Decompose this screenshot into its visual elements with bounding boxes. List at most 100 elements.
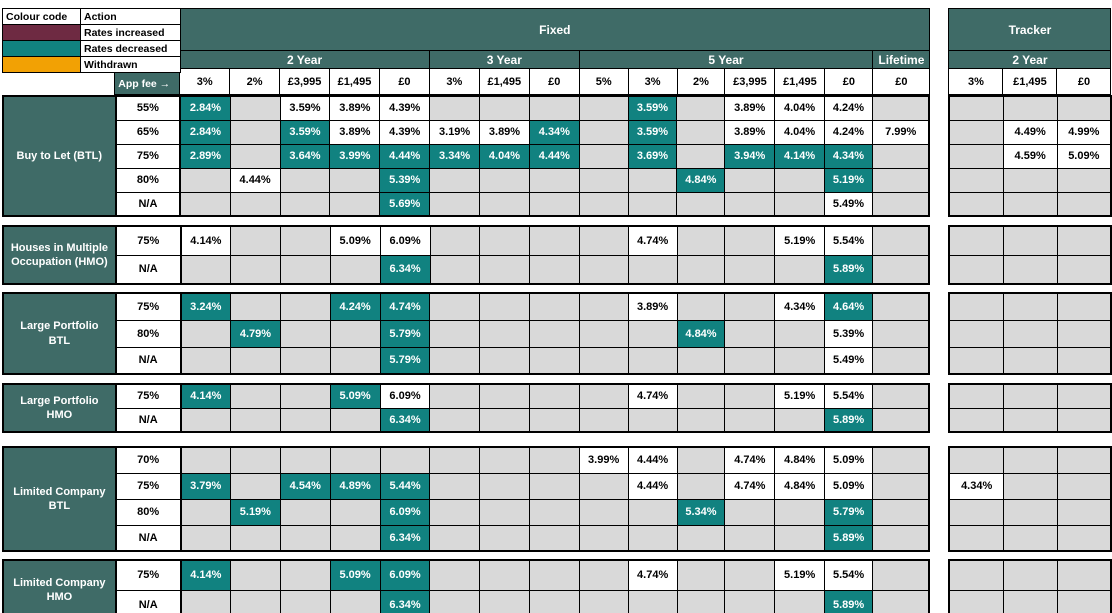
empty-cell [1002, 225, 1058, 256]
empty-cell [1056, 407, 1112, 433]
empty-cell [872, 524, 930, 552]
rate-cell-decreased: 4.84% [676, 167, 726, 193]
legend-action-label: Rates decreased [80, 40, 181, 57]
empty-cell [528, 191, 580, 217]
empty-cell [329, 589, 381, 613]
rate-cell-decreased: 4.44% [379, 143, 431, 169]
fixed-rates-column: Fixed 2 Year 3 Year 5 Year Lifetime App fee →… [2, 8, 931, 613]
header-spacer [2, 68, 115, 95]
fee-column-header: £1,495 [329, 68, 380, 95]
empty-cell [279, 167, 331, 193]
rate-cell: 4.74% [724, 446, 776, 474]
rate-cell-decreased: 6.09% [379, 498, 431, 526]
empty-cell [479, 292, 531, 321]
empty-cell [1002, 191, 1058, 217]
rate-cell-decreased: 5.79% [379, 319, 431, 348]
empty-cell [676, 446, 726, 474]
rates-section-table: Buy to Let (BTL) 55% 2.84% 3.59% 3.89% 4.39% 3… [2, 95, 931, 217]
table-row: 75% 3.79% 4.54% 4.89% 5.44% 4.44% 4.74% 4.84% 5.… [3, 472, 930, 500]
empty-cell [676, 119, 726, 145]
ltv-cell: 55% [115, 95, 182, 121]
empty-cell [1056, 589, 1112, 613]
rate-cell: 3.89% [627, 292, 678, 321]
empty-cell [479, 95, 530, 121]
empty-cell [578, 498, 629, 526]
fee-column-header: £3,995 [279, 68, 331, 95]
rate-cell: 4.74% [627, 383, 678, 409]
table-row: 80% 5.19% 6.09% 5.34% 5.79% [3, 498, 930, 526]
empty-cell [676, 589, 726, 613]
empty-cell [229, 119, 281, 145]
rate-cell: 5.54% [824, 559, 874, 591]
rate-cell-decreased: 2.84% [179, 95, 231, 121]
empty-cell [578, 319, 629, 348]
rate-cell: 4.59% [1002, 143, 1058, 169]
table-row: 75% 2.89% 3.64% 3.99% 4.44% 3.34% 4.04% 4.44% 3.… [3, 143, 930, 169]
rate-cell: 5.49% [824, 191, 873, 217]
empty-cell [529, 292, 580, 321]
rate-cell-decreased: 5.44% [379, 472, 431, 500]
empty-cell [279, 524, 331, 552]
app-fee-label: App fee → [114, 68, 181, 95]
section-label: Limited Company HMO [2, 559, 117, 613]
empty-cell [229, 446, 281, 474]
empty-cell [872, 383, 930, 409]
table-row: 65% 2.84% 3.59% 3.89% 4.39% 3.19% 3.89% 4.34% 3.… [3, 119, 930, 145]
empty-cell [1002, 472, 1058, 500]
rate-cell: 4.14% [180, 225, 232, 256]
empty-cell [676, 472, 726, 500]
table-row: 80% 4.44% 5.39% 4.84% 5.19% [3, 167, 930, 193]
table-row: 4.59% 5.09% [948, 143, 1112, 169]
empty-cell [578, 143, 629, 169]
rate-cell-decreased: 6.34% [379, 589, 431, 613]
empty-cell [872, 407, 930, 433]
empty-cell [429, 319, 481, 348]
rate-cell: 3.89% [479, 119, 530, 145]
rate-cell-decreased: 5.89% [824, 407, 874, 433]
empty-cell [1002, 559, 1058, 591]
empty-cell [528, 524, 580, 552]
tracker-section-table [948, 559, 1112, 613]
ltv-cell: N/A [115, 191, 182, 217]
table-row: Buy to Let (BTL) 55% 2.84% 3.59% 3.89% 4.39% 3… [2, 95, 930, 217]
rate-cell: 3.99% [578, 446, 629, 474]
table-row [948, 225, 1112, 256]
ltv-cell: 75% [115, 383, 182, 409]
rate-cell-decreased: 3.24% [180, 292, 231, 321]
empty-cell [529, 319, 580, 348]
empty-cell [774, 589, 826, 613]
rate-cell: 4.99% [1056, 119, 1112, 145]
ltv-cell: 75% [115, 225, 182, 256]
empty-cell [676, 191, 726, 217]
empty-cell [230, 225, 281, 256]
fee-column-header: £3,995 [724, 68, 776, 95]
empty-cell [279, 319, 331, 348]
empty-cell [279, 407, 331, 433]
empty-cell [676, 346, 726, 375]
empty-cell [279, 559, 331, 591]
legend-action-header: Action [80, 8, 181, 25]
empty-cell [1056, 559, 1112, 591]
fixed-band-label: Fixed [179, 8, 931, 51]
rate-cell: 3.89% [724, 119, 776, 145]
table-row: N/A 6.34% 5.89% [3, 254, 930, 285]
empty-cell [279, 292, 331, 321]
empty-cell [724, 225, 776, 256]
rate-cell: 7.99% [871, 119, 930, 145]
rate-cell: 4.44% [229, 167, 281, 193]
empty-cell [1056, 254, 1112, 285]
empty-cell [578, 524, 629, 552]
empty-cell [948, 167, 1004, 193]
empty-cell [1056, 319, 1112, 348]
rate-cell-decreased: 3.79% [180, 472, 231, 500]
empty-cell [230, 383, 281, 409]
tracker-section-table [948, 383, 1112, 433]
rate-cell: 5.19% [774, 383, 826, 409]
table-row [948, 319, 1112, 348]
empty-cell [529, 254, 580, 285]
fee-column-header: £1,495 [1002, 68, 1058, 95]
empty-cell [872, 225, 930, 256]
table-row: N/A 5.79% 5.49% [3, 346, 930, 375]
table-row [948, 589, 1112, 613]
empty-cell [429, 346, 481, 375]
